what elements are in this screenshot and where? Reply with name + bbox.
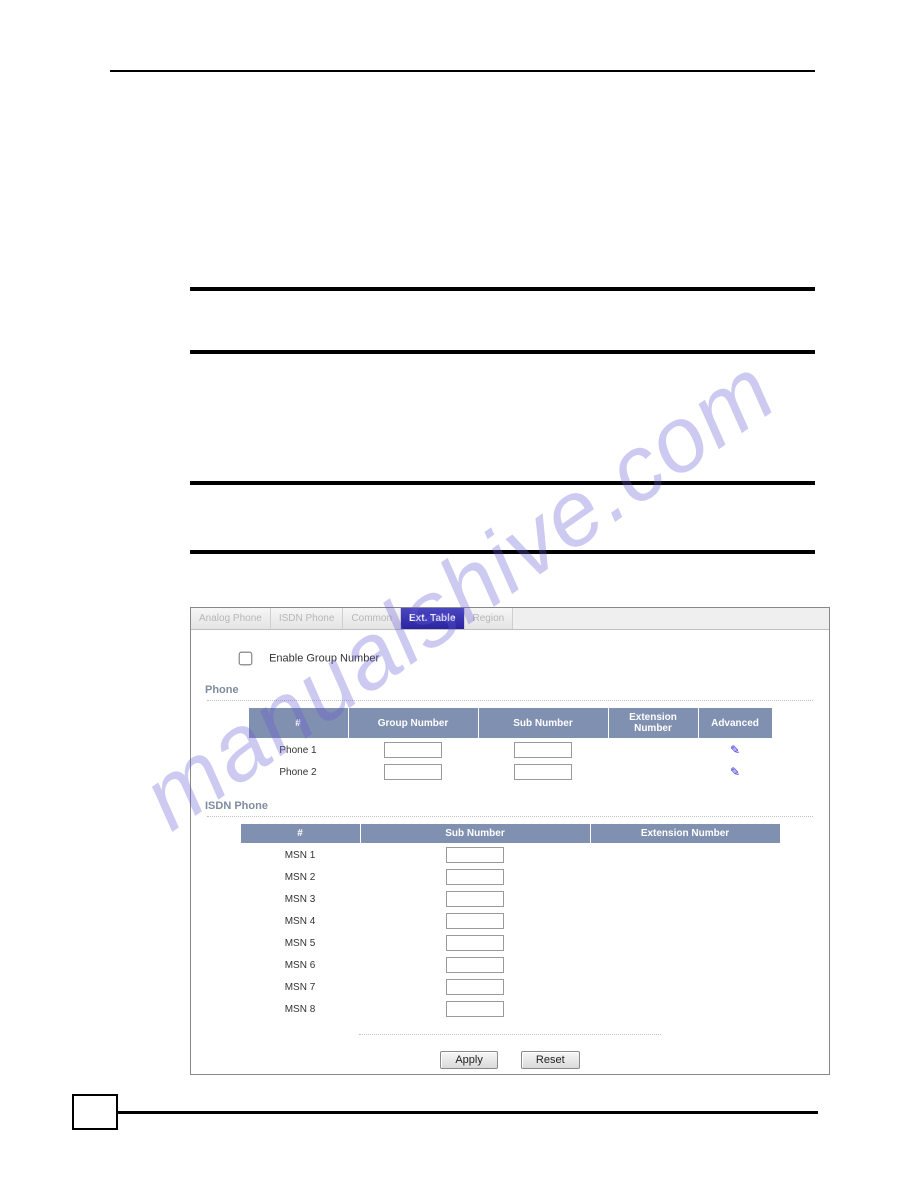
table-row: MSN 3	[240, 888, 780, 910]
edit-icon[interactable]: ✎	[730, 765, 740, 779]
divider	[359, 1034, 661, 1035]
apply-button[interactable]: Apply	[440, 1051, 498, 1069]
col-extension-number: Extension Number	[608, 708, 698, 739]
sub-number-input[interactable]	[514, 764, 572, 780]
phone-table: # Group Number Sub Number Extension Numb…	[248, 707, 773, 783]
extension-number-cell	[608, 739, 698, 762]
page-number-box	[72, 1094, 118, 1130]
col-number: #	[248, 708, 348, 739]
msn-label: MSN 6	[240, 954, 360, 976]
enable-group-row: Enable Group Number	[199, 646, 821, 679]
table-rule	[190, 550, 815, 554]
msn-label: MSN 1	[240, 844, 360, 867]
config-panel: Analog Phone ISDN Phone Common Ext. Tabl…	[190, 607, 830, 1075]
table-row: MSN 5	[240, 932, 780, 954]
divider	[207, 700, 813, 701]
group-number-input[interactable]	[384, 742, 442, 758]
sub-number-input[interactable]	[446, 1001, 504, 1017]
col-number: #	[240, 824, 360, 844]
col-sub-number: Sub Number	[360, 824, 590, 844]
tab-common[interactable]: Common	[343, 608, 401, 629]
sub-number-input[interactable]	[446, 847, 504, 863]
msn-label: MSN 2	[240, 866, 360, 888]
tab-bar: Analog Phone ISDN Phone Common Ext. Tabl…	[191, 608, 829, 630]
msn-label: MSN 8	[240, 998, 360, 1020]
button-row: Apply Reset	[199, 1041, 821, 1069]
col-advanced: Advanced	[698, 708, 772, 739]
divider	[207, 816, 813, 817]
tab-analog-phone[interactable]: Analog Phone	[191, 608, 271, 629]
sub-number-input[interactable]	[446, 935, 504, 951]
sub-number-input[interactable]	[514, 742, 572, 758]
enable-group-number-checkbox[interactable]	[239, 652, 253, 666]
page-header-rule	[110, 70, 815, 72]
enable-group-number-label: Enable Group Number	[269, 652, 379, 664]
reset-button[interactable]: Reset	[521, 1051, 580, 1069]
sub-number-input[interactable]	[446, 957, 504, 973]
sub-number-input[interactable]	[446, 979, 504, 995]
group-number-input[interactable]	[384, 764, 442, 780]
table-rule	[190, 481, 815, 485]
msn-label: MSN 7	[240, 976, 360, 998]
phone-row-label: Phone 2	[248, 761, 348, 783]
table-row: MSN 2	[240, 866, 780, 888]
col-group-number: Group Number	[348, 708, 478, 739]
col-extension-number: Extension Number	[590, 824, 780, 844]
tab-isdn-phone[interactable]: ISDN Phone	[271, 608, 344, 629]
table-row: MSN 8	[240, 998, 780, 1020]
page-footer-rule	[118, 1111, 818, 1114]
col-sub-number: Sub Number	[478, 708, 608, 739]
section-title-isdn: ISDN Phone	[199, 795, 821, 815]
section-title-phone: Phone	[199, 679, 821, 699]
tab-region[interactable]: Region	[465, 608, 514, 629]
msn-label: MSN 4	[240, 910, 360, 932]
tab-ext-table[interactable]: Ext. Table	[401, 608, 465, 629]
extension-number-cell	[608, 761, 698, 783]
sub-number-input[interactable]	[446, 869, 504, 885]
table-row: MSN 1	[240, 844, 780, 867]
sub-number-input[interactable]	[446, 913, 504, 929]
table-rule	[190, 287, 815, 291]
table-rule	[190, 350, 815, 354]
table-row: MSN 7	[240, 976, 780, 998]
phone-row-label: Phone 1	[248, 739, 348, 762]
table-row: Phone 2 ✎	[248, 761, 772, 783]
edit-icon[interactable]: ✎	[730, 743, 740, 757]
sub-number-input[interactable]	[446, 891, 504, 907]
table-row: MSN 4	[240, 910, 780, 932]
msn-label: MSN 5	[240, 932, 360, 954]
isdn-table: # Sub Number Extension Number MSN 1 MSN …	[240, 823, 781, 1020]
table-row: Phone 1 ✎	[248, 739, 772, 762]
msn-label: MSN 3	[240, 888, 360, 910]
table-row: MSN 6	[240, 954, 780, 976]
